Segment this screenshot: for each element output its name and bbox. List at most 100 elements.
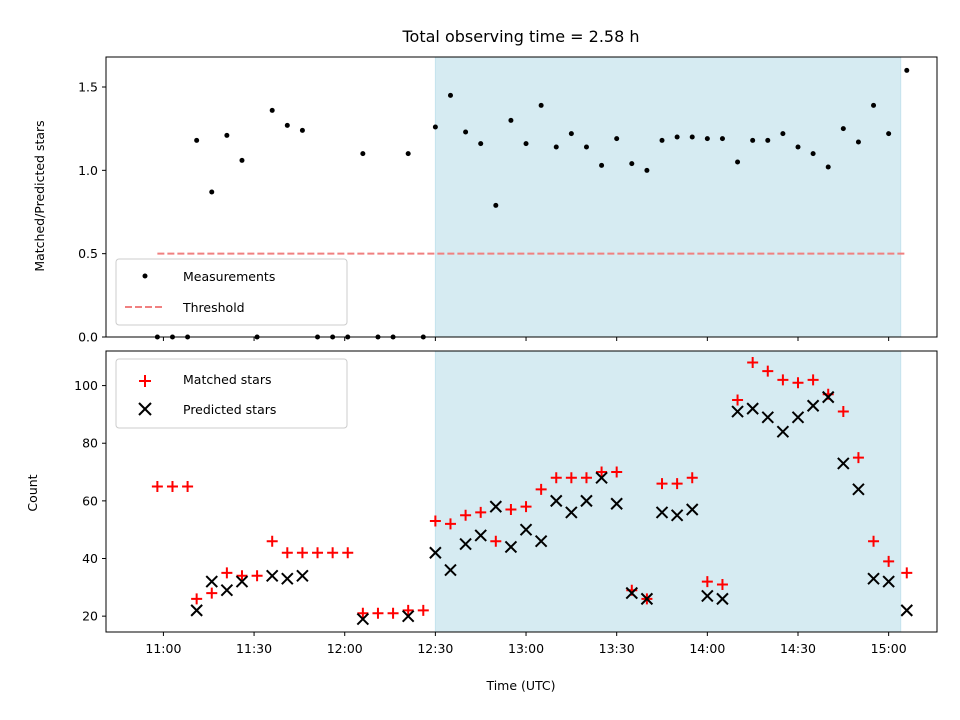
measurement-point [765,137,771,143]
predicted-star-point [701,589,714,603]
bottom-y-axis-label: Count [25,474,40,511]
measurement-point [360,151,366,157]
matched-star-point [236,570,248,582]
measurement-point [795,144,801,150]
measurement-point [825,164,831,170]
matched-star-point [166,480,178,492]
predicted-star-point [504,540,518,554]
predicted-star-point [534,535,548,548]
legend-threshold-label: Threshold [182,300,245,315]
measurement-point [269,107,275,113]
bottom-panel: 20 40 60 80 100 11:00 11:30 12:00 12:30 13:00 13:… [25,350,938,693]
matched-star-point [762,365,774,377]
y-tick-label: 60 [82,493,98,508]
x-tick-label: 12:30 [417,641,453,656]
top-legend-box [115,258,348,326]
matched-star-point [429,515,441,527]
matched-star-point [312,547,324,559]
matched-star-point [747,357,759,369]
measurement-point [644,167,650,173]
x-tick-label: 13:30 [599,641,635,656]
predicted-star-point [356,612,370,626]
predicted-star-point [776,425,790,438]
matched-star-point [520,501,532,513]
predicted-star-point [625,586,639,600]
measurement-point [405,151,411,157]
matched-star-point [266,535,278,547]
matched-star-point [182,480,194,492]
measurement-point [568,131,574,137]
predicted-star-point [837,457,850,470]
predicted-star-point [731,405,744,418]
predicted-star-point [686,503,699,516]
measurement-point [194,137,200,143]
top-x-axis [162,337,890,341]
matched-star-point [792,377,804,389]
predicted-star-point [281,572,294,585]
matched-star-point [417,604,429,616]
x-tick-label: 11:30 [236,641,272,656]
matched-star-point [535,483,547,495]
chart-title: Total observing time = 2.58 h [401,27,639,46]
predicted-star-point [580,494,593,508]
matched-star-point [580,472,592,484]
predicted-star-point [190,604,203,617]
predicted-star-point [296,569,309,583]
x-tick-label: 14:00 [689,641,725,656]
predicted-star-point [791,411,805,424]
measurement-point [508,117,514,123]
measurement-point [780,131,786,137]
matched-star-point [191,593,203,605]
y-tick-label: 0.0 [78,330,98,345]
matched-star-point [296,547,308,559]
matched-star-point [505,504,517,516]
measurement-point [523,141,529,147]
predicted-star-point [716,592,729,606]
predicted-star-point [852,483,865,496]
matched-star-point [565,472,577,484]
measurement-point [659,137,665,143]
predicted-star-point [822,390,835,404]
measurement-point [614,136,620,142]
predicted-star-point [900,604,913,617]
predicted-star-point [235,575,249,588]
matched-star-point [671,478,683,490]
measurement-point [704,136,710,142]
top-y-axis-label: Matched/Predicted stars [32,120,47,271]
top-plot-frame [105,56,938,338]
predicted-star-point [401,609,415,623]
x-axis-label: Time (UTC) [485,678,555,693]
bottom-x-axis: 11:00 11:30 12:00 12:30 13:00 13:30 14:00 14:30… [145,632,907,656]
matched-star-point [901,567,913,579]
matched-star-point [372,607,384,619]
legend-matched-label: Matched stars [183,372,271,387]
measurement-point [478,141,484,147]
measurement-point [493,202,499,208]
measurement-point [463,129,469,135]
x-tick-label: 15:00 [871,641,907,656]
predicted-star-point [565,506,578,519]
predicted-star-point [489,500,503,513]
predicted-star-point [550,494,563,508]
matched-star-point [342,547,354,559]
predicted-star-point [459,537,472,551]
matched-star-point [151,480,163,492]
measurement-point [886,131,892,137]
measurement-point [689,134,695,140]
matched-star-point [387,607,399,619]
predicted-star-point [610,497,623,510]
measurement-point [209,189,215,195]
matched-star-point [327,547,339,559]
matched-star-point [357,607,369,619]
matched-star-point [716,578,728,590]
matched-star-points [151,357,913,619]
measurement-point [855,139,861,145]
measurement-point [810,151,816,157]
predicted-star-point [882,575,895,588]
y-tick-label: 40 [82,551,98,566]
measurement-point [674,134,680,140]
bottom-observing-window-shade [434,350,902,633]
legend-matched-marker [139,375,151,387]
measurement-point [553,144,559,150]
matched-star-point [444,518,456,530]
